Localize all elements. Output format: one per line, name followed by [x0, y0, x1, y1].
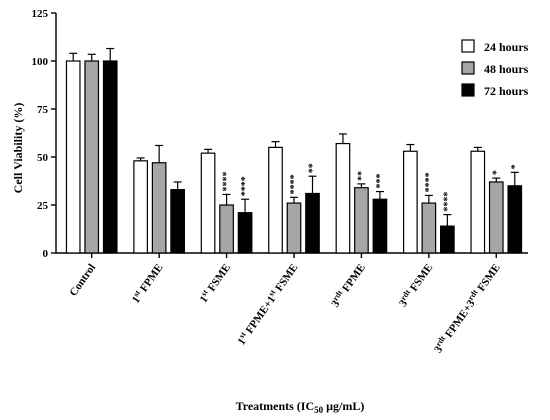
bar	[200, 152, 216, 254]
y-tick-label: 0	[43, 248, 49, 260]
significance-label: *	[510, 164, 521, 169]
category-label: 1st FPME	[128, 261, 165, 306]
significance-label: ****	[289, 174, 300, 194]
significance-label: *	[491, 170, 502, 175]
bar	[354, 187, 369, 254]
bar	[335, 142, 351, 254]
legend-label: 72 hours	[484, 84, 529, 98]
y-tick-label: 75	[37, 104, 49, 116]
legend: 24 hours 48 hours 72 hours	[461, 39, 529, 98]
bar	[219, 204, 234, 254]
y-axis-title: Cell Viability (%)	[11, 103, 25, 194]
y-tick-label: 125	[32, 8, 49, 20]
bar	[440, 225, 455, 254]
y-tick-label: 50	[37, 152, 49, 164]
significance-label: **	[308, 163, 319, 173]
bar	[488, 181, 504, 254]
bar	[237, 212, 253, 254]
bar	[507, 185, 523, 254]
bar	[372, 198, 388, 254]
bar	[403, 150, 418, 254]
significance-label: ****	[442, 192, 453, 212]
bar	[286, 202, 302, 254]
legend-swatch	[461, 61, 475, 75]
category-label: 1st FPME+1st FSME	[234, 261, 301, 348]
legend-swatch	[461, 83, 475, 97]
significance-label: ****	[424, 172, 435, 192]
bar	[102, 60, 118, 254]
bar	[84, 60, 100, 254]
x-axis-title: Treatments (IC50 µg/mL)	[236, 399, 365, 415]
significance-label: ***	[375, 174, 386, 189]
bar	[305, 192, 320, 254]
bar	[470, 150, 486, 254]
bar	[421, 202, 437, 254]
bar	[65, 60, 81, 254]
significance-label: **	[356, 171, 367, 181]
category-label: 3rdt FPME+3rdt FSME	[431, 261, 503, 356]
y-tick-label: 25	[37, 200, 49, 212]
legend-swatch	[461, 39, 475, 53]
bar	[170, 189, 185, 254]
legend-label: 48 hours	[484, 62, 529, 76]
category-label: 3rdt FSME	[395, 261, 435, 310]
bar	[133, 160, 148, 254]
legend-label: 24 hours	[484, 40, 529, 54]
significance-label: ****	[222, 171, 233, 191]
category-label: Control	[67, 262, 98, 299]
significance-label: ****	[240, 176, 251, 196]
bar	[151, 162, 167, 254]
bar	[268, 146, 283, 254]
category-label: 3rdt FPME	[328, 261, 368, 310]
category-label: 1st FSME	[196, 261, 233, 306]
y-tick-label: 100	[32, 56, 49, 68]
